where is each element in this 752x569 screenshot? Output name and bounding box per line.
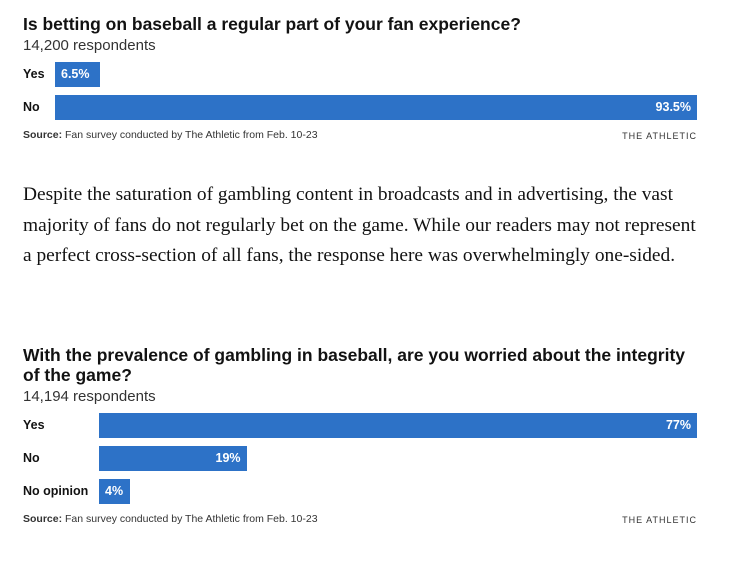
source-note: Source: Fan survey conducted by The Athl… xyxy=(23,512,318,526)
bar-rows: Yes 6.5% No 93.5% xyxy=(23,62,697,120)
bar-track: 93.5% xyxy=(55,95,697,120)
bar-row: No 93.5% xyxy=(23,95,697,120)
bar-track: 4% xyxy=(99,479,697,504)
value-label: 4% xyxy=(105,484,124,498)
bar xyxy=(99,446,247,471)
value-label: 93.5% xyxy=(655,100,691,114)
source-note: Source: Fan survey conducted by The Athl… xyxy=(23,128,318,142)
source-label: Source: xyxy=(23,513,63,525)
brand-credit: THE ATHLETIC xyxy=(622,515,697,525)
category-label: No opinion xyxy=(23,484,89,498)
source-text: Fan survey conducted by The Athletic fro… xyxy=(65,513,318,525)
value-label: 19% xyxy=(215,451,241,465)
source-label: Source: xyxy=(23,129,63,141)
integrity-chart: With the prevalence of gambling in baseb… xyxy=(23,345,697,528)
bar xyxy=(99,479,131,504)
bar-row: No 19% xyxy=(23,446,697,471)
bar-row: No opinion 4% xyxy=(23,479,697,504)
bar-track: 6.5% xyxy=(55,62,697,87)
source-text: Fan survey conducted by The Athletic fro… xyxy=(65,129,318,141)
bar-rows: Yes 77% No 19% No opinion 4% xyxy=(23,413,697,504)
category-label: Yes xyxy=(23,67,45,81)
chart-title: With the prevalence of gambling in baseb… xyxy=(23,345,686,385)
chart-footer: Source: Fan survey conducted by The Athl… xyxy=(23,512,697,528)
value-label: 6.5% xyxy=(61,67,90,81)
chart-title: Is betting on baseball a regular part of… xyxy=(23,14,521,34)
betting-chart: Is betting on baseball a regular part of… xyxy=(23,14,697,144)
bar xyxy=(99,413,697,438)
value-label: 77% xyxy=(665,418,691,432)
brand-credit: THE ATHLETIC xyxy=(622,131,697,141)
article-paragraph: Despite the saturation of gambling conte… xyxy=(23,184,696,266)
chart-subtitle: 14,194 respondents xyxy=(23,388,156,405)
category-label: No xyxy=(23,451,40,465)
bar xyxy=(55,95,697,120)
bar-track: 77% xyxy=(99,413,697,438)
bar-row: Yes 6.5% xyxy=(23,62,697,87)
category-label: Yes xyxy=(23,418,45,432)
bar-row: Yes 77% xyxy=(23,413,697,438)
category-label: No xyxy=(23,100,40,114)
chart-subtitle: 14,200 respondents xyxy=(23,37,156,54)
bar-track: 19% xyxy=(99,446,697,471)
chart-footer: Source: Fan survey conducted by The Athl… xyxy=(23,128,697,144)
bar xyxy=(55,62,100,87)
